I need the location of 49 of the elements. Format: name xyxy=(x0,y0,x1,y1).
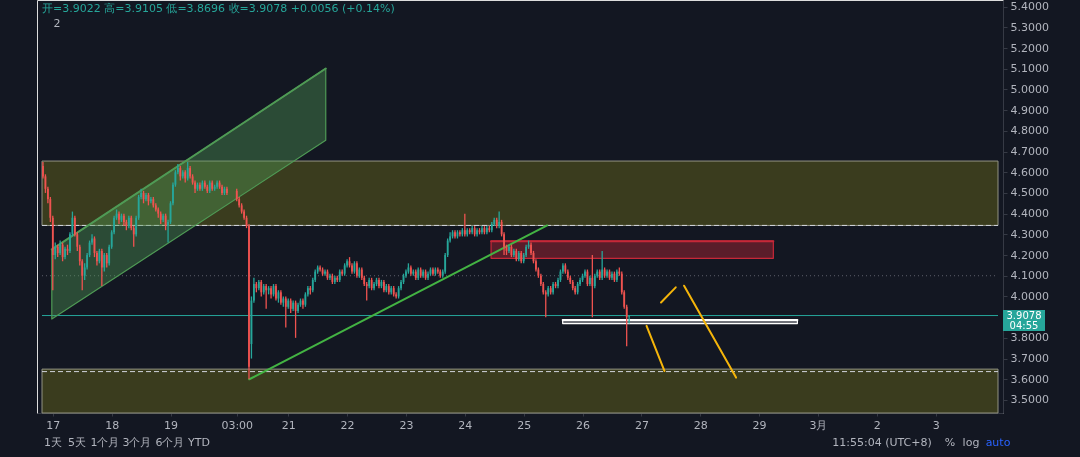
y-tick-label: 4.4000 xyxy=(1010,207,1049,221)
x-tick-label: 28 xyxy=(693,418,708,432)
x-tick-label: 24 xyxy=(458,418,473,432)
text: 04:55 xyxy=(1009,320,1039,331)
y-tick-label: 4.6000 xyxy=(1010,165,1049,179)
y-tick-label: 4.2000 xyxy=(1010,248,1049,262)
text: auto xyxy=(985,436,1011,449)
x-tick-label: 3月 xyxy=(809,418,828,432)
y-tick-label: 3.7000 xyxy=(1010,352,1049,366)
x-tick-label: 23 xyxy=(399,418,414,432)
x-tick-label: 26 xyxy=(576,418,591,432)
y-tick-label: 4.1000 xyxy=(1010,269,1049,283)
chart-title: 开=3.9022 高=3.9105 低=3.8696 收=3.9078 +0.0056 (+0.14%) xyxy=(42,2,395,15)
text: 1个月 xyxy=(90,436,120,449)
x-tick-label: 3 xyxy=(932,418,940,432)
y-tick-label: 5.0000 xyxy=(1010,82,1049,96)
x-tick-label: 18 xyxy=(105,418,120,432)
text: 5天 xyxy=(68,436,86,449)
text: YTD xyxy=(187,436,210,449)
text: % xyxy=(944,436,956,449)
y-tick-label: 5.3000 xyxy=(1010,20,1049,34)
x-tick-label: 21 xyxy=(281,418,296,432)
text: 3个月 xyxy=(122,436,152,449)
x-tick-label: 19 xyxy=(164,418,179,432)
text: 1天 xyxy=(44,436,62,449)
y-tick-label: 4.7000 xyxy=(1010,145,1049,159)
text: 11:55:04 (UTC+8) xyxy=(832,436,932,449)
y-tick-label: 4.0000 xyxy=(1010,289,1049,303)
y-tick-label: 3.6000 xyxy=(1010,372,1049,386)
x-tick-label: 03:00 xyxy=(221,418,254,432)
y-tick-label: 3.8000 xyxy=(1010,331,1049,345)
y-tick-label: 4.3000 xyxy=(1010,227,1049,241)
x-tick-label: 25 xyxy=(517,418,532,432)
y-tick-label: 5.2000 xyxy=(1010,41,1049,55)
y-tick-label: 4.5000 xyxy=(1010,186,1049,200)
text: log xyxy=(962,436,980,449)
y-tick-label: 5.4000 xyxy=(1010,0,1049,14)
y-tick-label: 5.1000 xyxy=(1010,62,1049,76)
x-tick-label: 27 xyxy=(634,418,649,432)
y-tick-label: 4.8000 xyxy=(1010,124,1049,138)
y-tick-label: 4.9000 xyxy=(1010,103,1049,117)
x-tick-label: 2 xyxy=(873,418,881,432)
x-tick-label: 29 xyxy=(752,418,767,432)
x-tick-label: 22 xyxy=(340,418,355,432)
x-tick-label: 17 xyxy=(46,418,61,432)
annotation: 2 xyxy=(53,17,61,30)
ref-line-label: 3.9078 xyxy=(1006,309,1042,321)
y-tick-label: 3.5000 xyxy=(1010,393,1049,407)
text: 6个月 xyxy=(155,436,185,449)
